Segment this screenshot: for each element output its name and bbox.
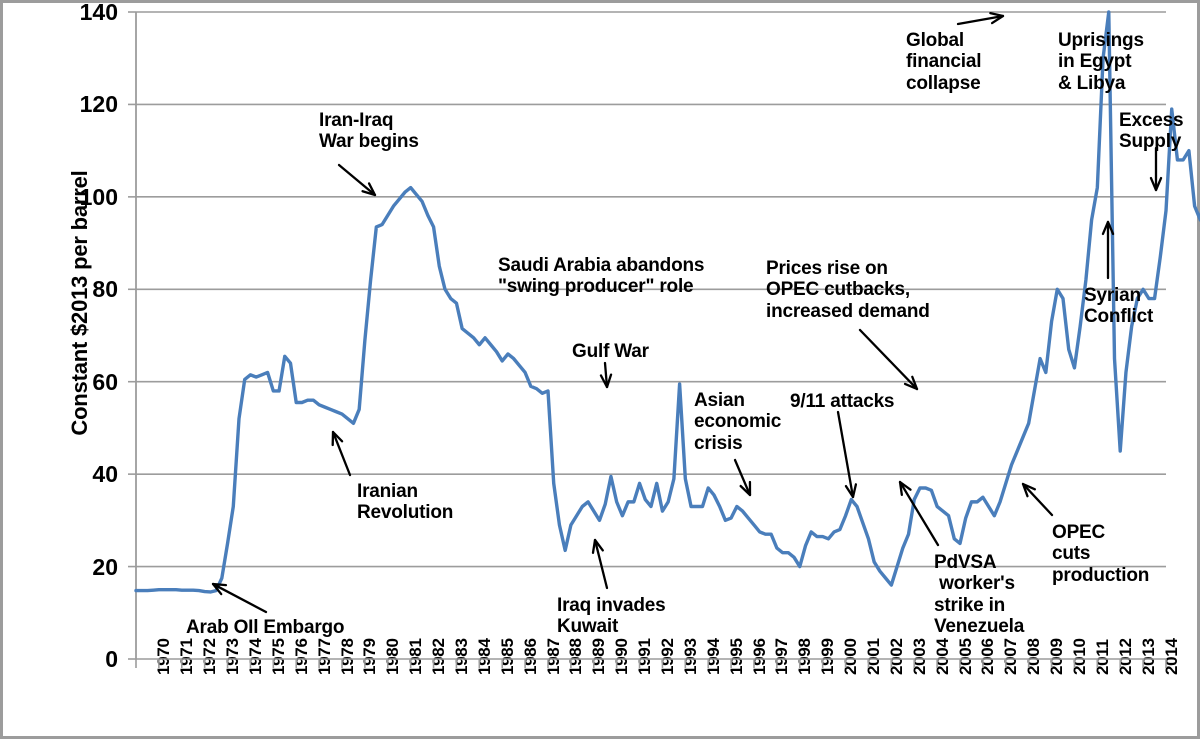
annotation-syrian-conflict: Syrian Conflict xyxy=(1084,285,1154,328)
arrow-asian-economic-crisis xyxy=(733,458,752,497)
figure-border-right xyxy=(1197,0,1200,739)
y-tick-label: 100 xyxy=(79,183,118,210)
annotation-nine-eleven-attacks: 9/11 attacks xyxy=(790,391,895,412)
annotation-arab-oil-embargo: Arab OIl Embargo xyxy=(186,617,345,638)
arrow-nine-eleven-attacks xyxy=(836,410,858,499)
annotation-uprisings-egypt-libya: Uprisings in Egypt & Libya xyxy=(1058,30,1144,94)
arrow-iraq-invades-kuwait xyxy=(591,538,609,590)
price-line-series xyxy=(134,10,1200,594)
annotation-iraq-invades-kuwait: Iraq invades Kuwait xyxy=(557,595,666,638)
arrow-iran-iraq-war xyxy=(337,163,377,197)
y-tick-label: 60 xyxy=(92,368,118,395)
annotation-arrows xyxy=(211,11,1163,614)
annotation-pdvsa-strike: PdVSA worker's strike in Venezuela xyxy=(934,552,1025,637)
figure-border-bottom xyxy=(0,736,1200,739)
y-tick-label: 0 xyxy=(105,646,118,672)
y-tick-label: 140 xyxy=(79,0,118,25)
figure-border-top xyxy=(0,0,1200,3)
annotation-gulf-war: Gulf War xyxy=(572,341,649,362)
annotation-saudi-swing-producer: Saudi Arabia abandons "swing producer" r… xyxy=(498,255,705,298)
arrow-opec-cuts-production xyxy=(1021,482,1054,517)
annotation-prices-rise-opec-cutbacks: Prices rise on OPEC cutbacks, increased … xyxy=(766,258,930,322)
annotation-global-financial-collapse: Global financial collapse xyxy=(906,30,982,94)
y-tick-label: 40 xyxy=(92,461,118,488)
y-tick-label: 80 xyxy=(92,276,118,303)
figure-border-left xyxy=(0,0,3,739)
x-tick-marks xyxy=(135,659,1167,668)
arrow-global-financial xyxy=(956,11,1005,26)
y-tick-label: 120 xyxy=(79,91,118,118)
arrow-excess-supply xyxy=(1149,146,1163,192)
y-tick-label: 20 xyxy=(92,553,118,580)
gridlines xyxy=(136,11,1166,660)
y-tick-marks xyxy=(128,11,136,660)
annotation-asian-economic-crisis: Asian economic crisis xyxy=(694,390,782,454)
arrow-arab-oil-embargo xyxy=(211,582,268,614)
annotation-iranian-revolution: Iranian Revolution xyxy=(357,481,454,524)
annotation-opec-cuts-production: OPEC cuts production xyxy=(1052,522,1150,586)
arrow-pdvsa-strike xyxy=(898,480,940,547)
annotation-iran-iraq-war: Iran-Iraq War begins xyxy=(319,110,419,153)
arrow-syrian-conflict xyxy=(1101,220,1115,280)
arrow-iranian-revolution xyxy=(331,430,352,477)
arrow-prices-rise-opec xyxy=(858,328,919,391)
annotation-excess-supply: Excess Supply xyxy=(1119,110,1184,153)
arrow-gulf-war xyxy=(599,361,613,389)
